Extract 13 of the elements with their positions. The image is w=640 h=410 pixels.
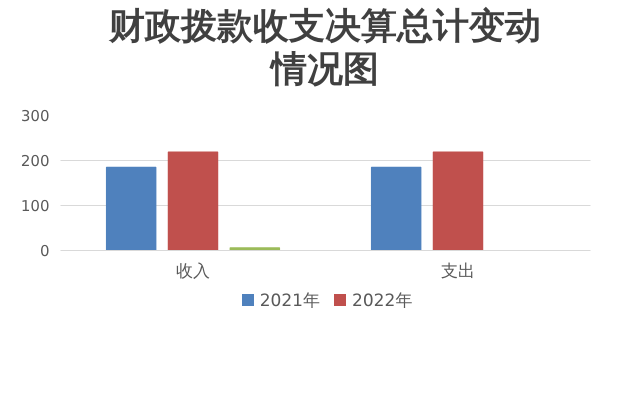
chart-title: 财政拨款收支决算总计变动情况图 bbox=[108, 5, 542, 92]
y-tick-label: 0 bbox=[40, 242, 50, 260]
bar bbox=[168, 151, 218, 250]
x-tick-label: 收入 bbox=[176, 262, 210, 282]
x-tick-label: 支出 bbox=[441, 262, 475, 282]
y-tick-label: 100 bbox=[20, 197, 50, 215]
bar bbox=[106, 166, 156, 250]
legend-label: 2021年 bbox=[260, 291, 320, 311]
y-tick-label: 300 bbox=[20, 107, 50, 125]
legend-label: 2022年 bbox=[352, 291, 412, 311]
bar bbox=[370, 166, 422, 250]
y-tick-label: 200 bbox=[20, 152, 50, 170]
bar bbox=[432, 151, 484, 250]
